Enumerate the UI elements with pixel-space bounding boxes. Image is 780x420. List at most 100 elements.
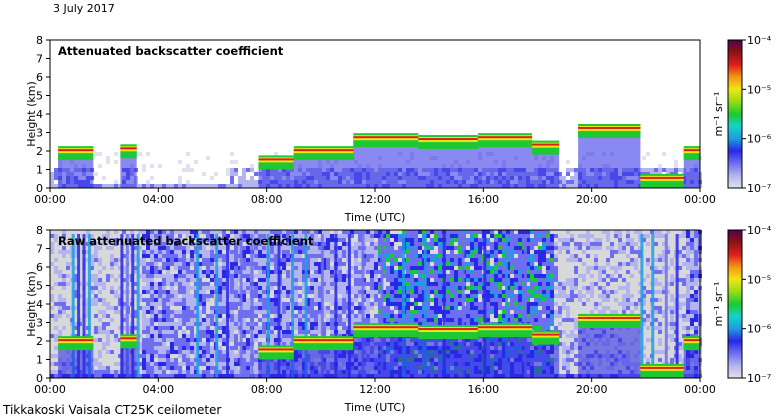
backscatter-cell <box>318 270 322 274</box>
backscatter-cell <box>206 310 210 314</box>
backscatter-cell <box>190 310 194 314</box>
backscatter-cell <box>146 270 150 274</box>
backscatter-cell <box>138 346 142 350</box>
backscatter-cell <box>94 310 98 314</box>
backscatter-cell <box>162 314 166 318</box>
backscatter-cell <box>390 302 394 306</box>
backscatter-cell <box>146 302 150 306</box>
backscatter-cell <box>450 290 454 294</box>
backscatter-cell <box>198 270 202 274</box>
backscatter-cell <box>202 270 206 274</box>
backscatter-cell <box>182 330 186 334</box>
backscatter-cell <box>182 358 186 362</box>
backscatter-cell <box>454 274 458 278</box>
backscatter-cell <box>154 262 158 266</box>
backscatter-cell <box>474 250 478 254</box>
backscatter-cell <box>178 238 182 242</box>
backscatter-cell <box>110 234 114 238</box>
backscatter-cell <box>90 262 94 266</box>
backscatter-cell <box>54 278 58 282</box>
backscatter-cell <box>154 234 158 238</box>
backscatter-cell <box>146 330 150 334</box>
backscatter-cell <box>294 278 298 282</box>
backscatter-cell <box>142 258 146 262</box>
backscatter-cell <box>174 246 178 250</box>
backscatter-cell <box>194 338 198 342</box>
backscatter-cell <box>222 310 226 314</box>
backscatter-cell <box>146 358 150 362</box>
backscatter-cell <box>282 282 286 286</box>
backscatter-cell <box>294 334 298 338</box>
backscatter-cell <box>174 338 178 342</box>
backscatter-cell <box>274 266 278 270</box>
backscatter-cell <box>318 278 322 282</box>
backscatter-cell <box>250 168 254 172</box>
backscatter-cell <box>198 238 202 242</box>
backscatter-cell <box>350 326 354 330</box>
backscatter-cell <box>394 286 398 290</box>
backscatter-cell <box>186 230 190 234</box>
backscatter-cell <box>318 258 322 262</box>
backscatter-cell <box>466 250 470 254</box>
backscatter-cell <box>166 350 170 354</box>
backscatter-cell <box>122 278 126 282</box>
backscatter-cell <box>394 250 398 254</box>
backscatter-cell <box>270 298 274 302</box>
backscatter-cell <box>182 342 186 346</box>
backscatter-cell <box>466 234 470 238</box>
backscatter-cell <box>446 270 450 274</box>
backscatter-cell <box>98 250 102 254</box>
backscatter-cell <box>338 254 342 258</box>
backscatter-cell <box>270 310 274 314</box>
backscatter-cell <box>242 358 246 362</box>
backscatter-cell <box>94 366 98 370</box>
backscatter-cell <box>166 270 170 274</box>
backscatter-cell <box>118 266 122 270</box>
backscatter-cell <box>146 250 150 254</box>
backscatter-cell <box>414 230 418 234</box>
backscatter-cell <box>98 338 102 342</box>
backscatter-cell <box>54 374 58 378</box>
backscatter-cell <box>390 278 394 282</box>
backscatter-cell <box>286 270 290 274</box>
backscatter-cell <box>206 322 210 326</box>
backscatter-cell <box>322 230 326 234</box>
backscatter-cell <box>54 370 58 374</box>
backscatter-cell <box>262 230 266 234</box>
backscatter-cell <box>326 322 330 326</box>
backscatter-cell <box>94 290 98 294</box>
backscatter-cell <box>114 180 118 184</box>
backscatter-cell <box>366 238 370 242</box>
backscatter-cell <box>154 318 158 322</box>
backscatter-cell <box>362 230 366 234</box>
backscatter-cell <box>54 250 58 254</box>
backscatter-cell <box>230 184 234 188</box>
backscatter-cell <box>418 302 422 306</box>
backscatter-cell <box>254 270 258 274</box>
backscatter-cell <box>94 254 98 258</box>
backscatter-cell <box>574 184 578 188</box>
backscatter-cell <box>114 314 118 318</box>
backscatter-cell <box>178 358 182 362</box>
backscatter-cell <box>366 274 370 278</box>
backscatter-cell <box>90 310 94 314</box>
backscatter-cell <box>218 278 222 282</box>
backscatter-cell <box>342 282 346 286</box>
backscatter-cell <box>450 258 454 262</box>
backscatter-cell <box>406 310 410 314</box>
backscatter-cell <box>358 242 362 246</box>
backscatter-cell <box>470 314 474 318</box>
backscatter-cell <box>174 294 178 298</box>
backscatter-cell <box>90 302 94 306</box>
backscatter-cell <box>190 234 194 238</box>
backscatter-cell <box>490 242 494 246</box>
backscatter-cell <box>66 238 70 242</box>
backscatter-cell <box>210 334 214 338</box>
backscatter-cell <box>138 362 142 366</box>
cloud-layer-core <box>418 138 478 141</box>
backscatter-cell <box>366 250 370 254</box>
backscatter-cell <box>322 302 326 306</box>
backscatter-cell <box>122 250 126 254</box>
backscatter-cell <box>162 282 166 286</box>
backscatter-cell <box>298 326 302 330</box>
